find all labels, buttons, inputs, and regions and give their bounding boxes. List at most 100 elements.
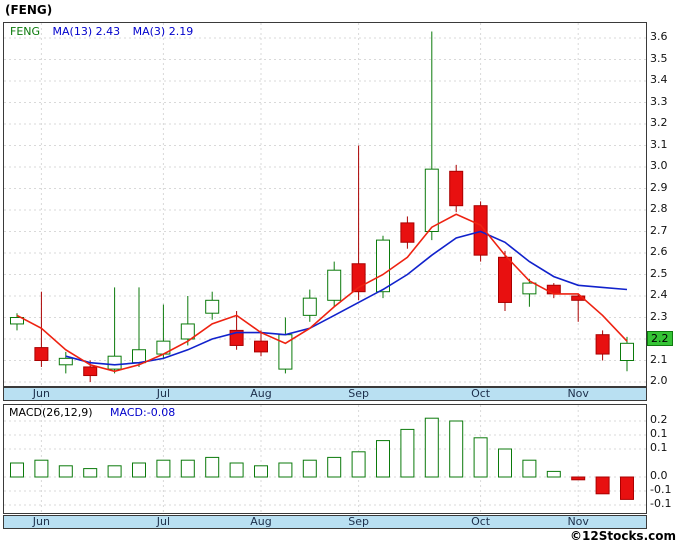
macd-bar-positive: [254, 465, 268, 478]
candle-body-down: [571, 295, 586, 301]
candle-body-up: [180, 323, 195, 340]
candle-body-down: [83, 366, 98, 377]
macd-axis-tick: 0.1: [650, 441, 668, 454]
macd-bar-negative: [595, 476, 610, 495]
macd-bar-positive: [278, 462, 293, 478]
macd-bar-positive: [132, 462, 146, 478]
candle-body-down: [546, 284, 561, 295]
price-axis-tick: 3.5: [650, 51, 668, 65]
candle-body-down: [473, 205, 488, 256]
candle-body-down: [498, 256, 512, 303]
macd-bar-positive: [302, 459, 317, 478]
macd-axis-tick: -0.1: [650, 497, 672, 510]
price-axis-tick: 3.3: [650, 94, 668, 108]
macd-bar-positive: [83, 468, 98, 478]
macd-bar-positive: [473, 437, 488, 478]
macd-bar-positive: [400, 428, 415, 478]
month-label: Oct: [471, 387, 491, 400]
ma13-line: [65, 230, 628, 366]
candle-body-up: [376, 239, 390, 293]
macd-legend: MACD(26,12,9) MACD:-0.08: [9, 406, 175, 419]
month-label: Aug: [250, 515, 272, 528]
macd-bar-positive: [107, 465, 122, 478]
copyright-link[interactable]: ©12Stocks.com: [570, 529, 676, 543]
month-label: Jun: [32, 515, 50, 528]
candle-body-down: [34, 347, 49, 362]
macd-bar-positive: [10, 462, 24, 478]
month-axis-band: Jun Jul Aug Sep Oct Nov: [3, 387, 647, 401]
candle-body-down: [595, 334, 610, 355]
macd-legend-value: MACD:-0.08: [110, 406, 176, 419]
candle-body-up: [522, 282, 537, 295]
macd-bar-positive: [58, 465, 73, 478]
price-axis-tick: 3.0: [650, 159, 668, 172]
price-axis-tick: 2.3: [650, 309, 668, 323]
macd-legend-label: MACD(26,12,9): [9, 406, 93, 419]
price-axis-tick: 3.2: [650, 116, 668, 129]
candle-body-up: [620, 342, 634, 361]
price-axis-tick: 2.8: [650, 202, 668, 215]
candle-body-down: [449, 170, 464, 207]
legend-symbol: FENG: [10, 25, 41, 38]
price-axis-tick: 3.6: [650, 30, 668, 43]
ma3-line: [16, 213, 628, 373]
macd-histogram-chart: [4, 405, 646, 513]
candle-body-up: [205, 299, 220, 314]
price-chart-panel: FENG MA(13) 2.43 MA(3) 2.19: [3, 22, 647, 387]
macd-bar-positive: [424, 417, 439, 478]
candle-body-up: [58, 357, 73, 366]
macd-bar-positive: [205, 456, 220, 478]
macd-bar-positive: [351, 451, 366, 478]
month-label: Jul: [156, 515, 171, 528]
legend-ma3: MA(3) 2.19: [132, 25, 194, 38]
price-axis-tick: 2.1: [650, 352, 668, 366]
price-axis-tick: 2.9: [650, 180, 668, 194]
macd-bar-positive: [449, 420, 464, 478]
month-label: Nov: [567, 387, 589, 400]
macd-bar-positive: [156, 459, 171, 478]
price-candlestick-chart: [4, 23, 646, 386]
candle-body-down: [254, 340, 268, 353]
price-axis-tick: 2.7: [650, 223, 668, 237]
month-label: Sep: [348, 515, 369, 528]
macd-panel: MACD(26,12,9) MACD:-0.08: [3, 404, 647, 514]
month-label: Oct: [471, 515, 491, 528]
month-label: Jul: [156, 387, 171, 400]
page-title: (FENG): [5, 3, 53, 17]
macd-bar-positive: [546, 470, 561, 478]
candle-body-up: [327, 269, 342, 301]
month-label: Aug: [250, 387, 272, 400]
macd-bar-positive: [34, 459, 49, 478]
candle-body-down: [351, 263, 366, 293]
candle-body-up: [107, 355, 122, 370]
price-axis-tick: 2.6: [650, 245, 668, 258]
candle-body-down: [400, 222, 415, 243]
month-label: Nov: [567, 515, 589, 528]
macd-bar-positive: [327, 456, 342, 478]
macd-bar-positive: [498, 448, 512, 478]
candle-body-up: [424, 168, 439, 232]
candle-body-up: [302, 297, 317, 316]
macd-bar-positive: [180, 459, 195, 478]
macd-axis-tick: -0.1: [650, 483, 672, 496]
candle-body-up: [132, 349, 146, 364]
month-label: Jun: [32, 387, 50, 400]
macd-axis-tick: 0.2: [650, 413, 668, 426]
price-axis-tick: 3.4: [650, 73, 668, 86]
price-axis-tick: 2.5: [650, 266, 668, 280]
macd-bar-positive: [522, 459, 537, 478]
macd-bar-positive: [376, 440, 390, 478]
macd-axis-tick: 0.1: [650, 427, 668, 440]
chart-legend: FENG MA(13) 2.43 MA(3) 2.19: [10, 25, 193, 38]
macd-bar-positive: [229, 462, 244, 478]
macd-bar-negative: [571, 476, 586, 481]
legend-ma13: MA(13) 2.43: [52, 25, 121, 38]
price-axis-tick: 2.0: [650, 374, 668, 387]
price-axis-tick: 3.1: [650, 137, 668, 151]
month-axis-band: Jun Jul Aug Sep Oct Nov: [3, 515, 647, 529]
month-label: Sep: [348, 387, 369, 400]
price-axis-tick: 2.4: [650, 288, 668, 301]
last-price-badge: 2.2: [647, 331, 673, 346]
macd-axis-tick: 0.0: [650, 469, 668, 482]
